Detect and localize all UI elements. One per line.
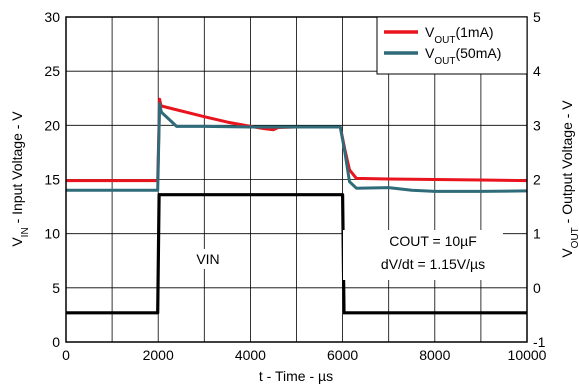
x-axis-ticks: 0 2000 4000 6000 8000 10000 (62, 347, 547, 363)
vin-annotation: VIN (196, 251, 219, 267)
series-line-vin (66, 193, 527, 315)
x-axis-tick-label: 8000 (419, 347, 450, 363)
right-axis-label: VOUT - Output Voltage - V (559, 100, 579, 258)
right-axis-tick-label: 1 (533, 226, 541, 242)
left-axis-ticks: 0 5 10 15 20 25 30 (44, 9, 60, 350)
left-axis-tick-label: 15 (44, 172, 60, 188)
series-layer (66, 97, 528, 315)
legend-label: VOUT(1mA) (425, 24, 494, 46)
x-axis-tick-label: 0 (62, 347, 70, 363)
x-axis-tick-label: 2000 (143, 347, 174, 363)
right-axis-tick-label: -1 (533, 334, 546, 350)
left-axis-tick-label: 10 (44, 226, 60, 242)
right-axis-tick-label: 3 (533, 117, 541, 133)
left-axis-label: VIN - Input Voltage - V (9, 111, 31, 247)
plot-area-border (65, 16, 528, 343)
left-axis-tick-label: 5 (52, 280, 60, 296)
legend-box (376, 16, 528, 75)
right-axis-ticks: -1 0 1 2 3 4 5 (533, 9, 546, 350)
series-line-vout-50ma (66, 102, 528, 193)
vin-label-background (183, 249, 231, 269)
right-axis-tick-label: 0 (533, 280, 541, 296)
dvdt-annotation: dV/dt = 1.15V/µs (381, 256, 485, 272)
left-axis-tick-label: 25 (44, 63, 60, 79)
x-axis-tick-label: 6000 (327, 347, 358, 363)
right-axis-tick-label: 4 (533, 63, 541, 79)
left-axis-tick-label: 20 (44, 117, 60, 133)
left-axis-tick-label: 0 (52, 334, 60, 350)
cout-annotation: COUT = 10µF (389, 233, 477, 249)
right-axis-tick-label: 5 (533, 9, 541, 25)
cout-annotation-background (343, 230, 503, 280)
right-axis-tick-label: 2 (533, 172, 541, 188)
legend-label: VOUT(50mA) (425, 45, 501, 67)
x-axis-tick-label: 4000 (235, 347, 266, 363)
x-axis-tick-label: 10000 (508, 347, 547, 363)
x-axis-label: t - Time - µs (259, 368, 333, 384)
left-axis-tick-label: 30 (44, 9, 60, 25)
legend: VOUT(1mA)VOUT(50mA) (376, 16, 528, 75)
